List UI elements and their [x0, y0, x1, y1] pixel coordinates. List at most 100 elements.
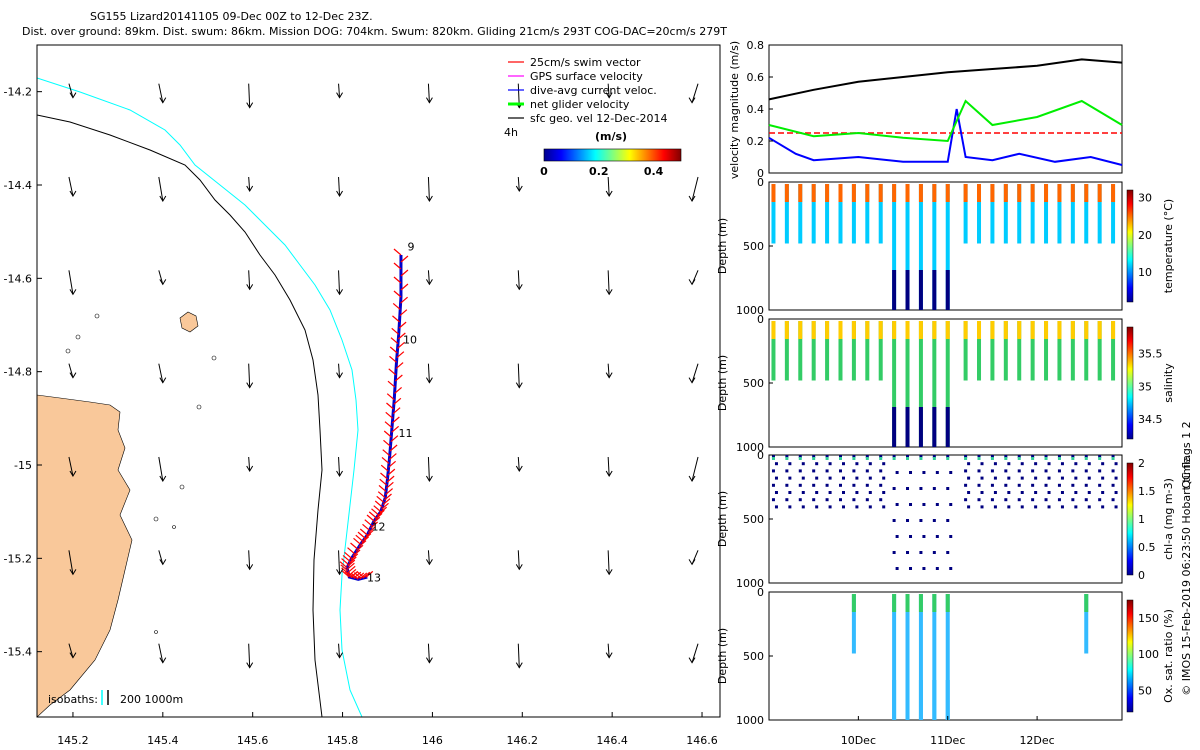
chl-sample: [977, 483, 981, 487]
chl-sample: [932, 487, 936, 490]
chl-sample: [1004, 483, 1008, 487]
swim-vector: [392, 407, 401, 415]
chl-sample: [828, 462, 832, 466]
chl-sample: [1044, 469, 1048, 473]
geo-arrow-head: [159, 279, 167, 286]
chl-sample: [964, 455, 968, 458]
map-x-tick-label: 146.6: [686, 734, 718, 747]
chl-sample: [949, 471, 953, 474]
chl-sample: [1057, 457, 1061, 460]
chl-sample: [1111, 455, 1115, 458]
colorbar-tick-label: 30: [1138, 191, 1152, 204]
swim-vector: [356, 571, 365, 579]
geo-arrow: [338, 270, 341, 295]
chl-sample: [812, 498, 816, 502]
geo-arrow-head: [425, 279, 433, 286]
geo-arrow-head: [246, 465, 254, 472]
geo-arrow: [338, 176, 341, 197]
chl-sample: [815, 462, 819, 466]
geo-arrow-head: [246, 382, 254, 389]
chl-sample: [949, 567, 953, 570]
chl-sample: [1004, 469, 1008, 473]
geo-arrow-head: [69, 652, 77, 659]
geo-arrow: [68, 83, 74, 98]
swim-vector: [347, 565, 356, 573]
swim-vector: [400, 269, 409, 277]
chl-sample: [967, 505, 971, 509]
colorbar-label: salinity: [1162, 363, 1175, 403]
chl-sample: [892, 487, 896, 490]
chl-sample: [895, 503, 899, 506]
swim-vector: [399, 309, 408, 317]
swim-vector: [388, 460, 397, 468]
chl-sample: [1114, 491, 1118, 494]
depth-axis-label: Depth (m): [716, 355, 729, 411]
map-y-tick-label: -14.8: [4, 366, 32, 379]
chl-sample: [788, 476, 792, 480]
chl-sample: [964, 498, 968, 502]
chl-sample: [1007, 462, 1011, 466]
depth-tick-label: 1000: [736, 441, 764, 454]
geo-arrow: [158, 363, 164, 383]
swim-vector: [374, 500, 383, 508]
island: [196, 404, 202, 410]
chl-sample: [1071, 483, 1075, 487]
chl-sample: [1087, 491, 1091, 494]
geo-arrow-head: [515, 185, 523, 192]
geo-arrow: [68, 363, 74, 378]
chl-sample: [1071, 469, 1075, 473]
depth-tick-label: 500: [743, 240, 764, 253]
swim-vector: [365, 530, 374, 538]
map-x-tick-label: 145.4: [147, 734, 179, 747]
chl-sample: [990, 469, 994, 473]
chl-sample: [946, 551, 950, 554]
profile-frame: [768, 318, 1123, 448]
time-tick-label: 12Dec: [1019, 734, 1054, 747]
swim-vector: [385, 488, 394, 496]
map-y-tick-label: -15.4: [4, 646, 32, 659]
chl-sample: [990, 498, 994, 502]
chl-sample: [771, 457, 775, 460]
chl-sample: [1084, 469, 1088, 473]
chl-sample: [865, 455, 869, 458]
chl-sample: [922, 567, 926, 570]
geo-arrow-head: [246, 564, 254, 571]
map-y-tick-label: -15.2: [4, 552, 32, 565]
chl-sample: [1060, 476, 1064, 480]
chl-sample: [1060, 491, 1064, 494]
depth-tick-label: 500: [743, 513, 764, 526]
geo-arrow-head: [69, 470, 77, 477]
profile-frame: [768, 454, 1123, 584]
chl-sample: [1007, 491, 1011, 494]
swim-vector: [396, 351, 405, 359]
geo-arrow: [691, 363, 699, 383]
chl-sample: [906, 457, 910, 460]
chl-sample: [879, 483, 883, 487]
chl-sample: [865, 469, 869, 473]
chl-sample: [771, 469, 775, 473]
swim-vector: [350, 542, 358, 550]
swim-vector: [394, 374, 403, 382]
geo-arrow: [338, 83, 341, 98]
swim-vector: [347, 559, 356, 567]
geo-arrow-head: [336, 92, 343, 99]
chl-sample: [838, 469, 842, 473]
depth-tick-label: 0: [757, 313, 764, 326]
chl-sample: [1020, 491, 1024, 494]
swim-vector: [397, 341, 405, 349]
colorbar-label: temperature (°C): [1162, 199, 1175, 293]
geo-arrow-head: [425, 377, 433, 384]
chl-sample: [815, 476, 819, 480]
chl-sample: [935, 503, 939, 506]
chl-sample: [865, 483, 869, 487]
isobaths-label: isobaths:: [48, 693, 98, 706]
geo-arrow-head: [336, 652, 343, 659]
swim-vector: [380, 464, 389, 472]
chl-sample: [1034, 491, 1038, 494]
chl-sample: [798, 457, 802, 460]
map-y-tick-label: -14.6: [4, 272, 32, 285]
swim-vector: [344, 551, 352, 559]
geo-arrow: [68, 550, 74, 575]
chl-sample: [771, 455, 775, 458]
